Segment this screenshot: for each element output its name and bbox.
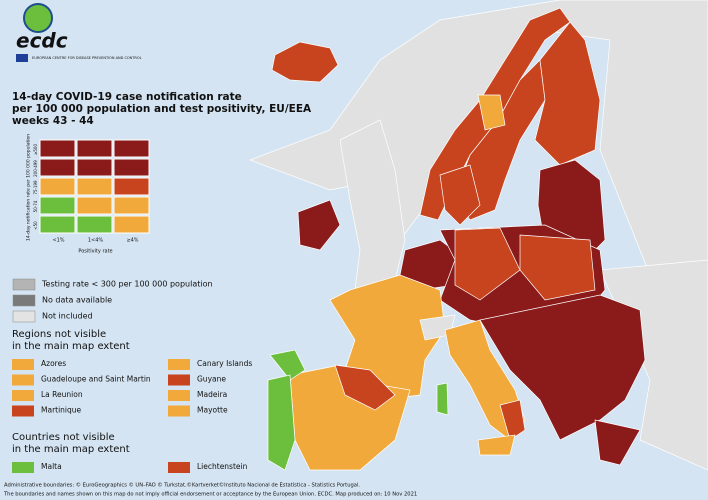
section-title: Countries not visible (12, 432, 115, 443)
legend-label: La Reunion (41, 390, 83, 399)
denmark (439, 164, 481, 226)
legend-label: Guadeloupe and Saint Martin (41, 375, 151, 384)
matrix-cell (113, 215, 150, 234)
calabria (499, 399, 526, 441)
row-label: 200-499 (33, 160, 38, 177)
footer-note: Administrative boundaries: © EuroGeograp… (4, 482, 360, 489)
footer-note: The boundaries and names shown on this m… (3, 492, 417, 498)
matrix-cell (39, 215, 76, 234)
section-title: in the main map extent (12, 341, 130, 352)
logo-subtitle: EUROPEAN CENTRE FOR DISEASE PREVENTION A… (32, 56, 142, 60)
ireland (297, 199, 341, 251)
legend-label: Malta (41, 462, 62, 471)
legend-swatch (12, 294, 36, 307)
matrix-cell (76, 196, 113, 215)
legend-label: Mayotte (197, 406, 228, 415)
eu-flag (16, 54, 28, 62)
balkans (479, 294, 646, 441)
legend-label: Not included (42, 312, 93, 321)
matrix-cell (113, 139, 150, 158)
legend-swatch (168, 359, 190, 370)
sicily (477, 434, 516, 456)
legend-label: Azores (41, 359, 66, 368)
matrix-cell (76, 177, 113, 196)
map (249, 0, 708, 471)
legend-swatch (12, 462, 34, 473)
legend-swatch (12, 310, 36, 323)
sweden-north (477, 94, 506, 131)
legend-label: Madeira (197, 390, 227, 399)
iceland (271, 41, 339, 83)
legend-label: No data available (42, 296, 112, 305)
matrix-cell (113, 177, 150, 196)
legend-swatch (168, 390, 190, 401)
legend-label: Liechtenstein (197, 462, 248, 471)
title-line: per 100 000 population and test positivi… (12, 103, 312, 115)
matrix-cell (76, 139, 113, 158)
legend-swatch (12, 390, 34, 401)
title-line: weeks 43 - 44 (12, 115, 94, 127)
row-label: <50 (33, 221, 38, 230)
col-label: <1% (52, 238, 64, 244)
row-label: ≥500 (33, 144, 38, 155)
portugal (267, 374, 296, 471)
sardinia (436, 382, 449, 416)
col-label: 1<4% (88, 238, 104, 244)
legend-swatch (168, 405, 190, 417)
legend-swatch (12, 405, 34, 417)
legend-label: Testing rate < 300 per 100 000 populatio… (41, 280, 213, 289)
legend-label: Canary Islands (197, 359, 252, 368)
col-label: ≥4% (126, 238, 138, 244)
section-title: Regions not visible (12, 329, 106, 340)
matrix-cell (76, 215, 113, 234)
matrix-cell (39, 158, 76, 177)
finland (534, 21, 601, 166)
logo-name: ecdc (16, 29, 68, 53)
row-label: 75-199 (33, 180, 38, 195)
matrix-cell (76, 158, 113, 177)
matrix-cell (39, 196, 76, 215)
legend-label: Guyane (197, 375, 226, 384)
crete-area (594, 419, 641, 466)
germany (454, 227, 521, 301)
row-label: 50-74 (33, 200, 38, 212)
galicia (269, 349, 306, 381)
legend-swatch (12, 359, 34, 370)
legend-swatch (12, 374, 34, 386)
legend-swatch (168, 462, 190, 473)
matrix-x-title: Positivity rate (78, 249, 112, 255)
poland (519, 234, 596, 301)
section-title: in the main map extent (12, 444, 130, 455)
matrix-cell (113, 158, 150, 177)
catalonia (334, 364, 396, 411)
title-line: 14-day COVID-19 case notification rate (12, 91, 242, 103)
matrix-cell (113, 196, 150, 215)
matrix-cell (39, 139, 76, 158)
legend-swatch (168, 374, 190, 386)
logo-globe (23, 3, 53, 33)
legend-swatch (12, 278, 36, 291)
legend-label: Martinique (41, 406, 82, 415)
matrix-y-title: 14-day notification rate per 100 000 pop… (26, 134, 32, 241)
matrix-cell (39, 177, 76, 196)
